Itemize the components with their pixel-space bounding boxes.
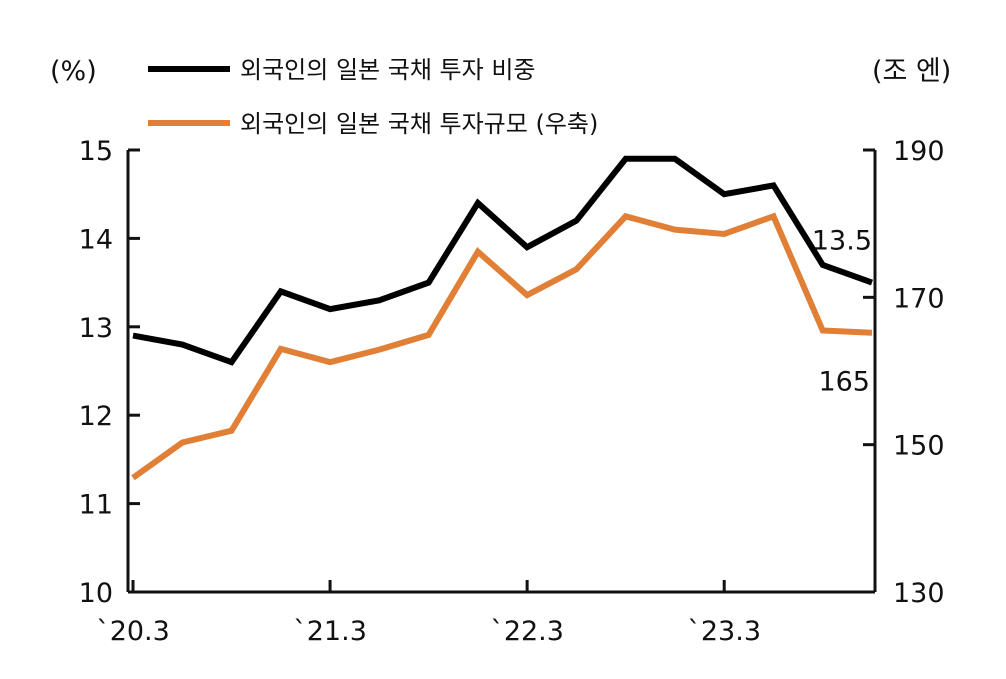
right-tick-label: 170 — [893, 283, 945, 314]
series-line-amount — [131, 212, 873, 481]
legend-label-amount: 외국인의 일본 국채 투자규모 (우축) — [240, 110, 598, 138]
right-tick-label: 130 — [893, 578, 945, 609]
end-value-label: 13.5 — [812, 226, 872, 257]
left-tick-label: 10 — [79, 578, 113, 609]
right-tick-label: 190 — [893, 136, 945, 167]
ticks-layer: 10 11 12 13 14 15 130 150 170 190 `20.3 `21.3 `22.3 `… — [79, 136, 945, 647]
series-layer — [131, 155, 874, 481]
x-tick-label: `22.3 — [490, 616, 564, 647]
x-tick-label: `21.3 — [293, 616, 367, 647]
left-tick-label: 12 — [79, 401, 113, 432]
end-value-label: 165 — [818, 367, 870, 398]
legend-label-share: 외국인의 일본 국채 투자 비중 — [240, 56, 535, 84]
left-tick-label: 11 — [79, 490, 113, 521]
right-axis-unit: (조 엔) — [872, 56, 951, 87]
left-tick-label: 15 — [79, 136, 113, 167]
annotations-layer: 13.5 165 — [812, 226, 872, 398]
legend: 외국인의 일본 국채 투자 비중 외국인의 일본 국채 투자규모 (우축) — [148, 56, 598, 138]
left-tick-label: 13 — [79, 313, 113, 344]
x-tick-label: `20.3 — [96, 616, 170, 647]
right-tick-label: 150 — [893, 431, 945, 462]
left-tick-label: 14 — [79, 224, 113, 255]
x-tick-label: `23.3 — [687, 616, 761, 647]
series-line-share — [132, 155, 874, 366]
left-axis-unit: (%) — [50, 56, 97, 87]
